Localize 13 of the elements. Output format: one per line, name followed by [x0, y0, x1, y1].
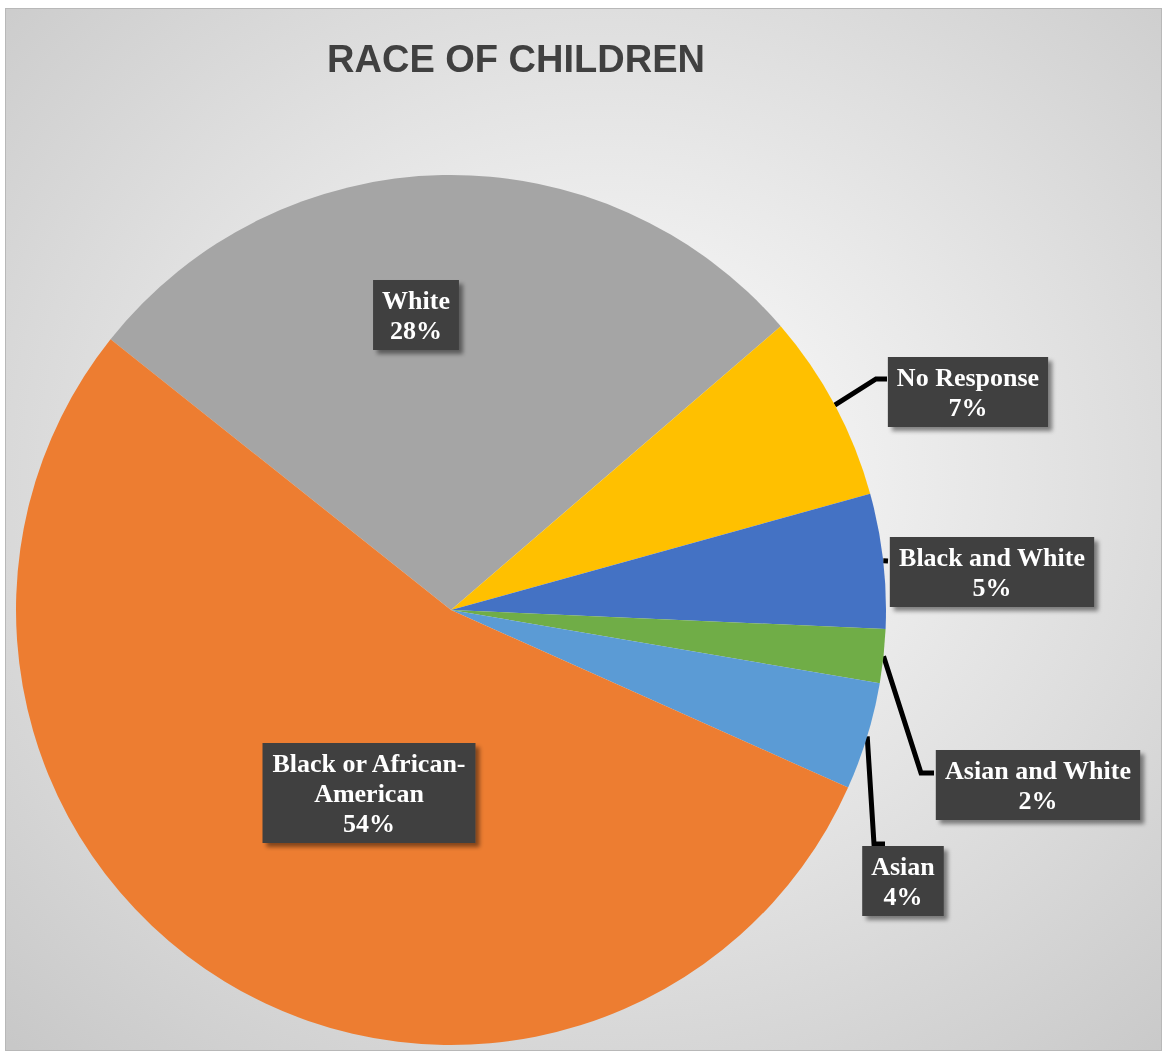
slice-label: White	[382, 285, 450, 315]
data-label: 2%	[1018, 785, 1058, 815]
slice-label: Black or African-American	[272, 748, 466, 808]
data-label: 54%	[343, 808, 395, 838]
data-label: 28%	[390, 315, 442, 345]
slice-label: Black and White	[899, 542, 1085, 572]
slice-label: Asian and White	[945, 755, 1131, 785]
data-label: 7%	[948, 392, 988, 422]
chart-title: RACE OF CHILDREN	[327, 38, 705, 80]
slice-label: Asian	[871, 851, 936, 881]
data-label: 4%	[883, 881, 923, 911]
slice-label: No Response	[896, 362, 1040, 392]
data-label: 5%	[972, 572, 1012, 602]
